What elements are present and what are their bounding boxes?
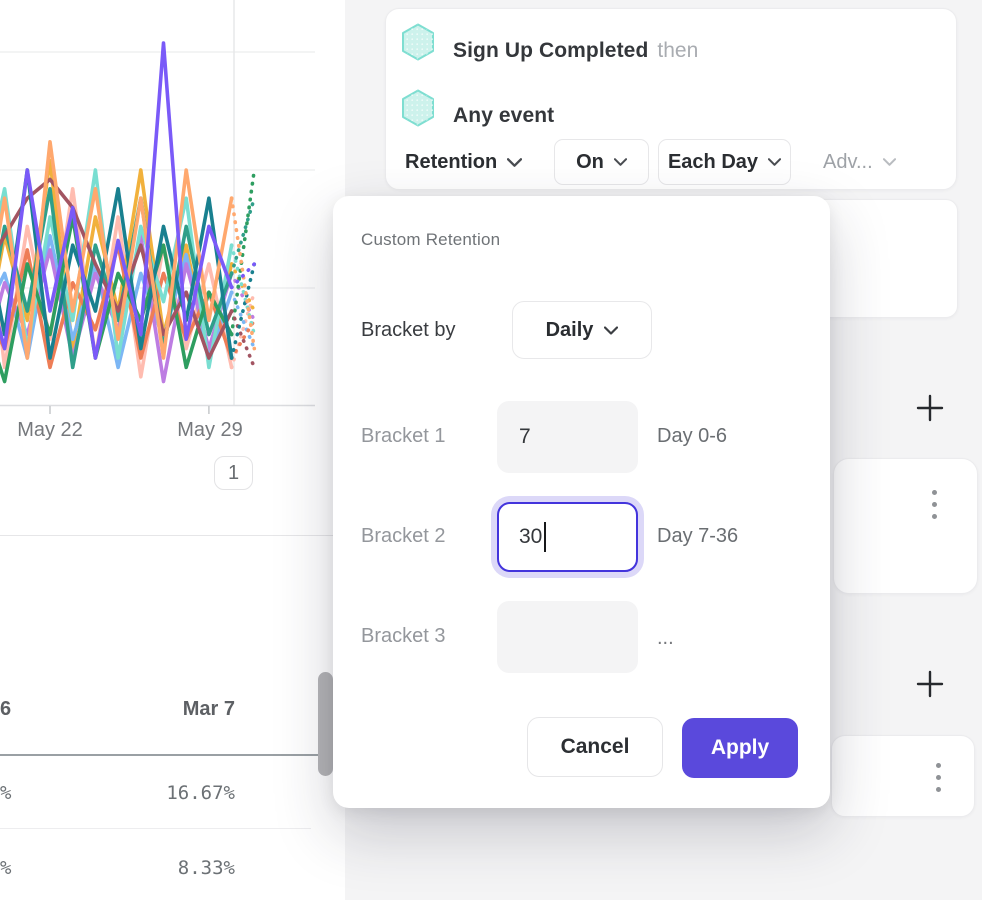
chart-line-cohort-tealgreen (0, 187, 234, 370)
table-header-underline (0, 754, 322, 756)
chart-line-dotted-cohort-gold (229, 262, 257, 313)
chevron-down-icon (604, 325, 619, 335)
chart-line-dotted-cohort-tealgreen (229, 196, 257, 276)
bracket-2-range: Day 7-36 (657, 525, 739, 547)
apply-button[interactable]: Apply (682, 718, 798, 778)
x-tick-may29: May 29 (177, 419, 243, 441)
event-suffix-then: then (657, 39, 699, 62)
side-card-2 (831, 735, 975, 817)
chevron-down-icon (613, 158, 627, 166)
kebab-menu-icon[interactable] (932, 490, 937, 519)
retention-chart-svg (0, 0, 315, 414)
panel-divider (0, 535, 334, 536)
bracket-1-value: 7 (519, 425, 531, 448)
table-cell-r1c1: % (0, 782, 12, 804)
retention-chart: May 22 May 29 (0, 0, 340, 450)
bracket-3-range: ... (657, 627, 674, 649)
interval-dropdown-label: Each Day (667, 150, 759, 173)
table-header-mar6: 6 (0, 698, 12, 720)
cancel-button[interactable]: Cancel (527, 717, 663, 777)
event-hexagon-icon (402, 23, 434, 61)
x-tick-may22: May 22 (17, 419, 83, 441)
bracket-2-input[interactable]: 30 (497, 502, 638, 572)
chevron-down-icon (882, 158, 896, 166)
chart-line-dotted-cohort-purple (229, 262, 257, 290)
modal-title: Custom Retention (361, 230, 501, 249)
measure-dropdown-label: Retention (405, 150, 498, 173)
bracket-1-input[interactable]: 7 (497, 401, 638, 473)
scrollbar-thumb[interactable] (318, 672, 333, 776)
table-header-mar7: Mar 7 (182, 698, 235, 720)
chart-line-dotted-cohort-salmon (229, 290, 257, 370)
table-cell-r1c2: 16.67% (166, 782, 235, 804)
side-card-1 (833, 458, 978, 594)
advanced-dropdown[interactable]: Adv... (823, 139, 896, 185)
bracket-2-value: 30 (519, 525, 543, 548)
on-dropdown[interactable]: On (554, 139, 649, 185)
chart-line-dotted-cohort-orchid (229, 271, 257, 323)
bracket-by-value: Daily (545, 318, 594, 341)
pagination-page-button[interactable]: 1 (214, 456, 253, 490)
add-section-button[interactable] (916, 394, 944, 422)
chevron-down-icon (507, 157, 523, 167)
table-cell-r2c2: 8.33% (177, 857, 235, 879)
chart-line-cohort-purple (0, 41, 234, 360)
query-builder-card: Sign Up Completed then Any event Retenti… (385, 8, 957, 190)
chart-line-dotted-cohort-coral (229, 318, 257, 360)
table-row-divider (0, 828, 311, 829)
chevron-down-icon (768, 158, 782, 166)
text-cursor (544, 522, 546, 552)
chart-line-dotted-cohort-orange (229, 196, 257, 351)
bracket-1-range: Day 0-6 (657, 425, 728, 447)
left-panel: May 22 May 29 1 6 Mar 7 % 16.67% % 8.33% (0, 0, 345, 900)
event-hexagon-icon (402, 89, 434, 127)
bracket-1-label: Bracket 1 (361, 425, 446, 447)
chart-line-dotted-cohort-mint (229, 243, 257, 337)
chart-line-cohort-orange (0, 140, 234, 360)
advanced-dropdown-label: Adv... (823, 150, 873, 173)
event-name: Sign Up Completed (453, 39, 649, 62)
custom-retention-modal: Custom Retention Bracket by Daily Bracke… (333, 196, 830, 808)
bracket-3-label: Bracket 3 (361, 625, 446, 647)
event-step-1[interactable]: Sign Up Completed then (453, 29, 698, 73)
event-name: Any event (453, 104, 555, 127)
bracket-by-label: Bracket by (361, 319, 456, 341)
chart-line-dotted-cohort-maroon (229, 309, 257, 370)
chart-line-dotted-cohort-darkteal (229, 262, 257, 360)
measure-dropdown[interactable]: Retention (405, 139, 523, 185)
bracket-2-label: Bracket 2 (361, 525, 446, 547)
add-section-button[interactable] (916, 670, 944, 698)
chart-line-cohort-green (0, 215, 234, 384)
interval-dropdown[interactable]: Each Day (658, 139, 791, 185)
table-cell-r2c1: % (0, 857, 12, 879)
on-dropdown-label: On (576, 150, 604, 173)
event-step-2[interactable]: Any event (453, 94, 554, 138)
bracket-3-input[interactable] (497, 601, 638, 673)
kebab-menu-icon[interactable] (936, 763, 941, 792)
bracket-by-dropdown[interactable]: Daily (512, 301, 652, 359)
